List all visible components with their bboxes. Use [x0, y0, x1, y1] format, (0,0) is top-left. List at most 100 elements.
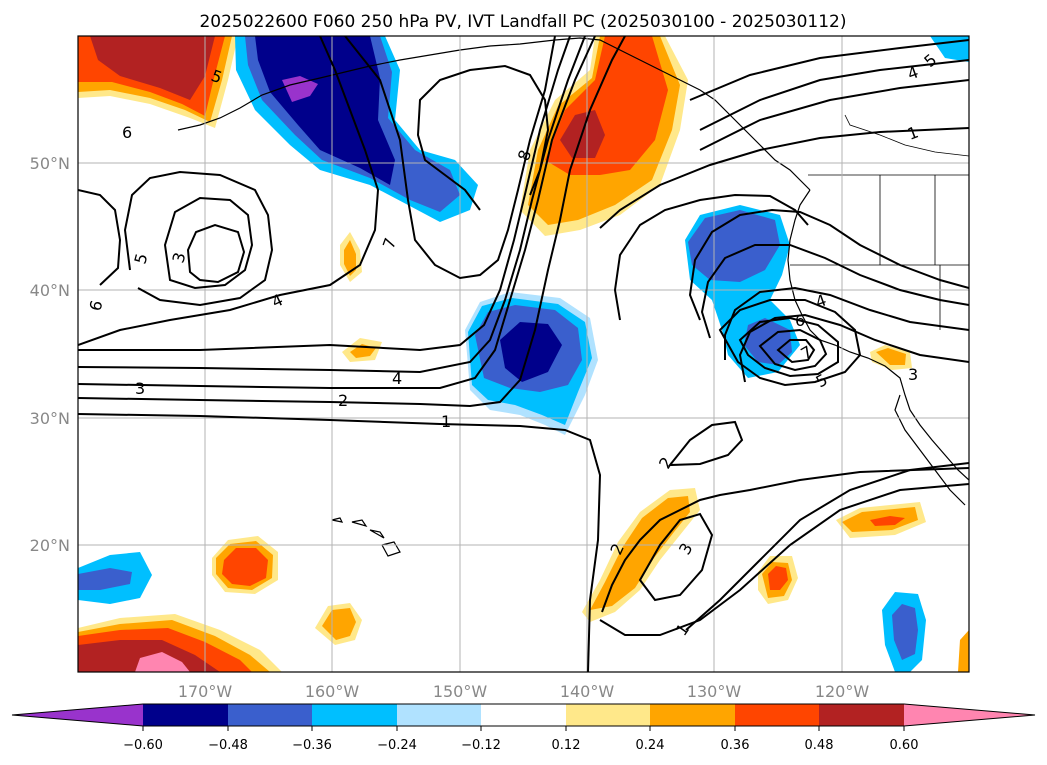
lon-label-130w: 130°W [687, 682, 742, 701]
shade-ca-blue-in [688, 210, 780, 282]
clabel-5a: 5 [131, 251, 152, 266]
colorbar: −0.60 −0.48 −0.36 −0.24 −0.12 0.12 0.24 … [11, 703, 1036, 753]
shade-blob125c [768, 566, 788, 590]
lat-label-50n: 50°N [30, 154, 70, 173]
contour-2 [78, 36, 626, 408]
cbar-label-8: 0.48 [805, 738, 834, 753]
contour-ne-lines2 [699, 79, 969, 151]
lat-label-40n: 40°N [30, 281, 70, 300]
cbar-label-2: −0.36 [292, 738, 332, 753]
clabel-3d: 3 [908, 365, 918, 384]
ivt-contours [78, 36, 969, 672]
cbar-seg-9 [819, 704, 904, 726]
contour-ca-out3 [724, 286, 969, 360]
lat-label-20n: 20°N [30, 536, 70, 555]
contour-7-east [613, 193, 809, 321]
shade-blob165-core [222, 548, 268, 586]
lon-label-120w: 120°W [815, 682, 870, 701]
lon-label-140w: 140°W [560, 682, 615, 701]
contour-ca-2 [738, 316, 839, 378]
contour-4 [78, 36, 586, 374]
hawaii-4 [381, 541, 401, 557]
contour-3-loop [638, 512, 714, 602]
hawaii-3 [369, 529, 385, 539]
borders [790, 114, 969, 330]
contour-5 [78, 36, 571, 352]
hawaii-1 [331, 517, 344, 523]
cbar-seg-0 [12, 704, 143, 726]
clabel-6a: 6 [86, 298, 107, 313]
contour-1-ne [599, 127, 969, 229]
shade-band135-in [590, 496, 690, 610]
shade-north-purple [282, 76, 318, 102]
shade-blob120c [870, 516, 905, 526]
shade-small-3b [876, 348, 906, 365]
cbar-seg-7 [650, 704, 735, 726]
contour-ca-out4 [738, 313, 969, 383]
cbar-seg-4 [397, 704, 481, 726]
cbar-seg-8 [735, 704, 819, 726]
cbar-label-1: −0.48 [208, 738, 248, 753]
contour-ca-3 [758, 328, 828, 372]
contour-2-loop [667, 420, 744, 467]
clabel-6b: 6 [122, 123, 132, 142]
cbar-label-3: −0.24 [377, 738, 417, 753]
cbar-seg-6 [566, 704, 650, 726]
cbar-label-0: −0.60 [123, 738, 163, 753]
contour-6 [78, 36, 380, 346]
clabel-3b: 3 [169, 250, 190, 265]
cbar-seg-10 [904, 704, 1035, 726]
border-ak-canada [844, 114, 969, 157]
cbar-label-6: 0.24 [636, 738, 665, 753]
cbar-label-7: 0.36 [721, 738, 750, 753]
clabel-4a: 4 [392, 369, 402, 388]
contour-ca-out2 [700, 244, 969, 339]
cbar-seg-3 [312, 704, 397, 726]
contour-ne-lines3 [689, 39, 969, 101]
clabel-1a: 1 [441, 412, 451, 431]
shade-se-orange [958, 630, 969, 672]
figure-title: 2025022600 F060 250 hPa PV, IVT Landfall… [199, 12, 846, 32]
cbar-seg-5 [481, 704, 566, 726]
map-content: 1 1 1 2 2 2 3 3 3 3 4 4 4 4 5 5 5 5 6 6 … [78, 36, 969, 672]
contour-ca-out1 [688, 208, 969, 321]
contour-8-arc [416, 64, 550, 211]
shade-nw-red-core [90, 36, 215, 100]
contour-2-south [601, 467, 969, 613]
shade-sw-pink [135, 652, 190, 672]
map-frame [77, 35, 970, 673]
shade-sw-blue-in [78, 568, 132, 590]
cbar-label-4: −0.12 [461, 738, 501, 753]
coast-alaska [177, 37, 811, 191]
cbar-label-9: 0.60 [890, 738, 919, 753]
lon-label-150w: 150°W [433, 682, 488, 701]
lon-label-160w: 160°W [305, 682, 360, 701]
lat-label-30n: 30°N [30, 409, 70, 428]
shade-mid-blue-core [500, 322, 562, 382]
contour-lobe-w4 [78, 189, 122, 286]
cbar-seg-1 [143, 704, 228, 726]
contour-labels: 1 1 1 2 2 2 3 3 3 3 4 4 4 4 5 5 5 5 6 6 … [86, 50, 941, 639]
contour-ca-4 [776, 339, 816, 364]
contour-lobe-w3 [186, 223, 246, 284]
clabel-3a: 3 [135, 379, 145, 398]
clabel-6c: 6 [795, 311, 805, 330]
shade-north-blue-core [255, 36, 395, 185]
lon-axis-labels: 170°W 160°W 150°W 140°W 130°W 120°W [178, 682, 870, 701]
shade-blob116-in [892, 604, 918, 660]
shade-small-1b [344, 240, 356, 276]
contour-3 [78, 36, 596, 389]
lat-axis-labels: 50°N 40°N 30°N 20°N [30, 154, 70, 555]
shade-blob160b [322, 608, 356, 640]
cbar-seg-2 [228, 704, 312, 726]
contour-lobe-w1 [123, 170, 274, 307]
cbar-label-5: 0.12 [552, 738, 581, 753]
clabel-2a: 2 [338, 391, 348, 410]
coast-baja [894, 394, 966, 506]
contour-ca-1 [718, 299, 862, 387]
contour-1-main [78, 413, 602, 672]
contour-7 [344, 36, 556, 280]
contour-ne-lines [699, 59, 969, 131]
contour-3-south [599, 483, 969, 636]
